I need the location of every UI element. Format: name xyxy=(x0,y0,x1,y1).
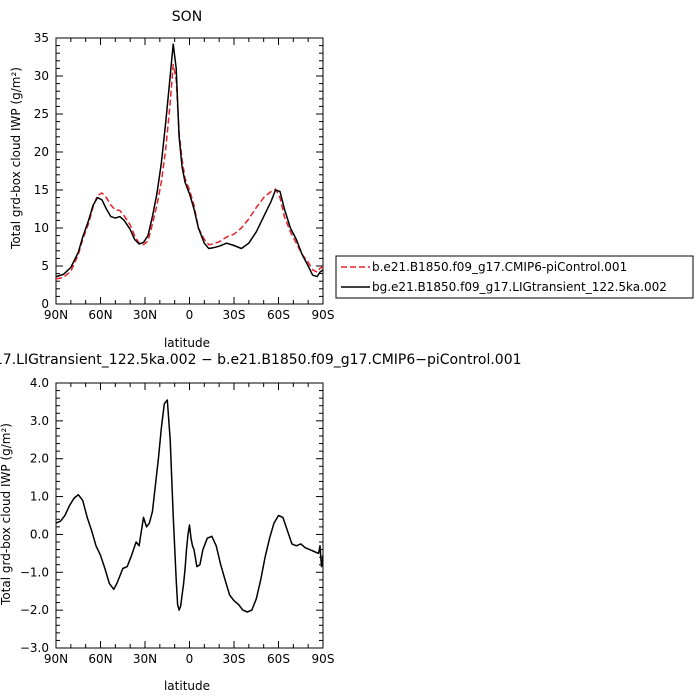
top-y-tick-label: 5 xyxy=(41,259,49,273)
legend-box xyxy=(335,255,694,299)
bottom-x-tick-label: 60N xyxy=(88,652,112,666)
top-y-tick-label: 15 xyxy=(34,183,49,197)
top-panel-plot: SON Total grd-box cloud IWP (g/m²) latit… xyxy=(9,9,334,350)
bottom-panel-frame xyxy=(55,382,324,649)
bottom-y-tick-label: 2.0 xyxy=(30,452,49,466)
legend-label-piControl: b.e21.B1850.f09_g17.CMIP6-piControl.001 xyxy=(372,260,627,274)
top-x-tick-label: 30N xyxy=(133,308,157,322)
bottom-y-tick-label: 1.0 xyxy=(30,490,49,504)
bottom-panel-ticks: 90N 60N 30N 0 30S 60S 90S −3.0 −2.0 −1.0 0.0 1.0 2.0… xyxy=(20,376,335,666)
bottom-panel-title: bg.e21.B1850.f09_g17.LIGtransient_122.5k… xyxy=(0,352,522,368)
top-x-tick-label: 90N xyxy=(44,308,68,322)
bottom-y-tick-label: 4.0 xyxy=(30,376,49,390)
legend-label-LIGtransient: bg.e21.B1850.f09_g17.LIGtransient_122.5k… xyxy=(372,280,667,294)
top-panel-y-axis-label: Total grd-box cloud IWP (g/m²) xyxy=(9,67,23,250)
bottom-x-tick-label: 90S xyxy=(312,652,335,666)
bottom-y-tick-label: 3.0 xyxy=(30,414,49,428)
top-x-tick-label: 60N xyxy=(88,308,112,322)
top-y-tick-label: 20 xyxy=(34,145,49,159)
top-x-tick-label: 0 xyxy=(186,308,194,322)
top-y-tick-label: 30 xyxy=(34,69,49,83)
top-x-tick-label: 30S xyxy=(223,308,246,322)
top-panel-ticks: 90N 60N 30N 0 30S 60S 90S 0 5 10 15 20 25 30 35 xyxy=(34,31,335,322)
top-y-tick-label: 25 xyxy=(34,107,49,121)
bottom-x-tick-label: 30N xyxy=(133,652,157,666)
top-x-tick-label: 90S xyxy=(312,308,335,322)
top-x-tick-label: 60S xyxy=(267,308,290,322)
bottom-y-tick-label: −1.0 xyxy=(20,565,49,579)
top-y-tick-label: 0 xyxy=(41,297,49,311)
bottom-panel-y-axis-label: Total grd-box cloud IWP (g/m²) xyxy=(0,423,13,606)
bottom-x-tick-label: 90N xyxy=(44,652,68,666)
bottom-series-line-1 xyxy=(55,399,324,613)
bottom-panel-x-axis-label: latitude xyxy=(164,679,210,693)
top-panel-title: SON xyxy=(172,9,202,25)
bottom-panel-plot: bg.e21.B1850.f09_g17.LIGtransient_122.5k… xyxy=(0,352,522,693)
bottom-x-tick-label: 0 xyxy=(186,652,194,666)
legend: b.e21.B1850.f09_g17.CMIP6-piControl.001 … xyxy=(335,255,694,299)
top-panel-series xyxy=(55,43,324,280)
top-series-line-2 xyxy=(55,43,324,278)
top-panel-frame xyxy=(55,37,324,305)
bottom-panel-series xyxy=(55,399,324,613)
bottom-x-tick-label: 60S xyxy=(267,652,290,666)
bottom-x-tick-label: 30S xyxy=(223,652,246,666)
top-panel-x-axis-label: latitude xyxy=(164,336,210,350)
bottom-y-tick-label: −2.0 xyxy=(20,603,49,617)
bottom-y-tick-label: 0.0 xyxy=(30,527,49,541)
top-y-tick-label: 10 xyxy=(34,221,49,235)
top-y-tick-label: 35 xyxy=(34,31,49,45)
top-series-line-1 xyxy=(55,63,324,280)
bottom-y-tick-label: −3.0 xyxy=(20,641,49,655)
